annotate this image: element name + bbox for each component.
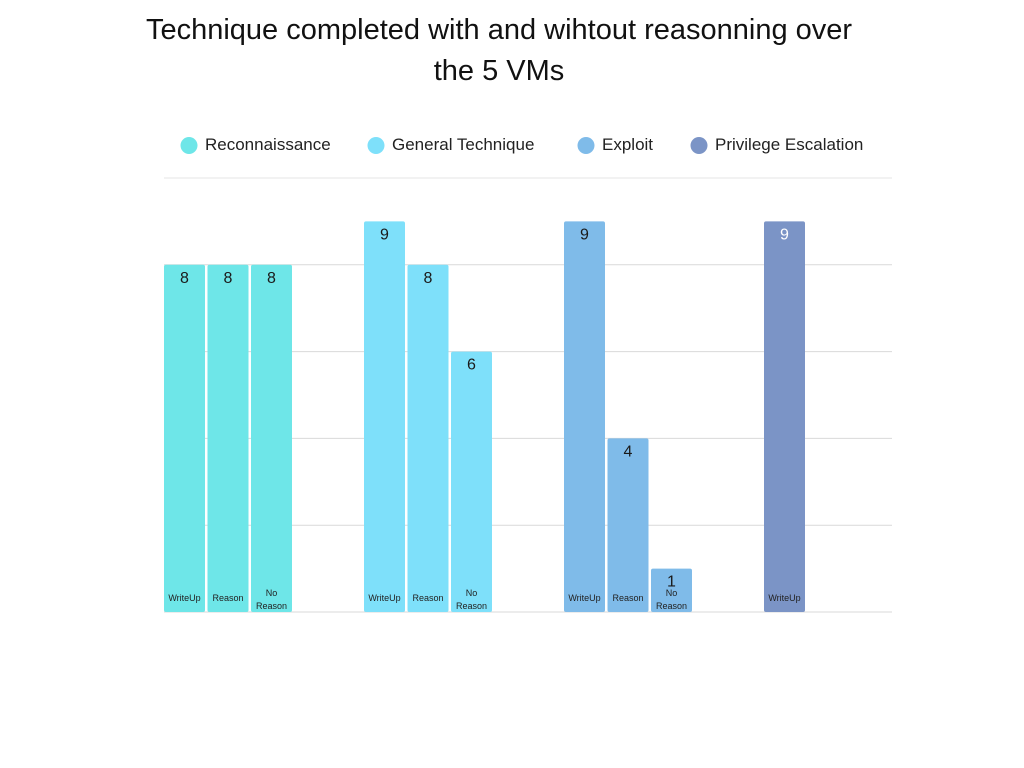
data-label: 8 bbox=[180, 270, 189, 287]
legend-label: Exploit bbox=[602, 135, 653, 154]
legend-item: Privilege Escalation bbox=[690, 135, 863, 154]
legend-item: Reconnaissance bbox=[180, 135, 331, 154]
bar-group: 9 WriteUp 8 Reason 6 No Reason bbox=[364, 221, 492, 612]
legend-label: General Technique bbox=[392, 135, 534, 154]
bar-group: 8 WriteUp 8 Reason 8 No Reason bbox=[164, 264, 292, 612]
bar bbox=[451, 351, 492, 612]
bar bbox=[164, 264, 205, 612]
legend-label: Privilege Escalation bbox=[715, 135, 863, 154]
data-label: 9 bbox=[580, 226, 589, 243]
bar bbox=[764, 221, 805, 612]
bar bbox=[364, 221, 405, 612]
bars: 8 WriteUp 8 Reason 8 No Reason 9 WriteUp 8 Reason 6… bbox=[164, 221, 805, 612]
bar bbox=[651, 568, 692, 612]
bar-group: 9 WriteUp bbox=[764, 221, 805, 612]
legend-item: Exploit bbox=[577, 135, 653, 154]
legend-label: Reconnaissance bbox=[205, 135, 331, 154]
legend-swatch bbox=[367, 137, 385, 154]
bar bbox=[251, 264, 292, 612]
bar-category-label: WriteUp bbox=[168, 593, 200, 603]
bar-category-label: WriteUp bbox=[368, 593, 400, 603]
bar-group: 9 WriteUp 4 Reason 1No Reason bbox=[564, 221, 692, 612]
legend-item: General Technique bbox=[367, 135, 534, 154]
data-label: 9 bbox=[780, 226, 789, 243]
legend-swatch bbox=[180, 137, 198, 154]
data-label: 6 bbox=[467, 357, 476, 374]
data-label: 9 bbox=[380, 226, 389, 243]
data-label: 4 bbox=[624, 443, 633, 460]
data-label: 8 bbox=[267, 270, 276, 287]
bar-category-label: Reason bbox=[212, 593, 243, 603]
bar bbox=[407, 264, 449, 612]
bar bbox=[607, 438, 649, 612]
bar-category-label: Reason bbox=[412, 593, 443, 603]
bar-category-label: WriteUp bbox=[768, 593, 800, 603]
bar bbox=[564, 221, 605, 612]
bar-category-label: No Reason bbox=[656, 588, 687, 611]
data-label: 8 bbox=[424, 270, 433, 287]
bar-category-label: No Reason bbox=[256, 588, 287, 611]
legend-swatch bbox=[577, 137, 595, 154]
legend: Reconnaissance General Technique Exploit Pr… bbox=[180, 135, 863, 154]
legend-swatch bbox=[690, 137, 708, 154]
chart-title: Technique completed with and wihtout rea… bbox=[146, 14, 852, 87]
data-label: 1 bbox=[667, 574, 676, 591]
data-label: 8 bbox=[224, 270, 233, 287]
bar-category-label: Reason bbox=[612, 593, 643, 603]
bar-category-label: No Reason bbox=[456, 588, 487, 611]
bar-category-label: WriteUp bbox=[568, 593, 600, 603]
bar bbox=[207, 264, 249, 612]
